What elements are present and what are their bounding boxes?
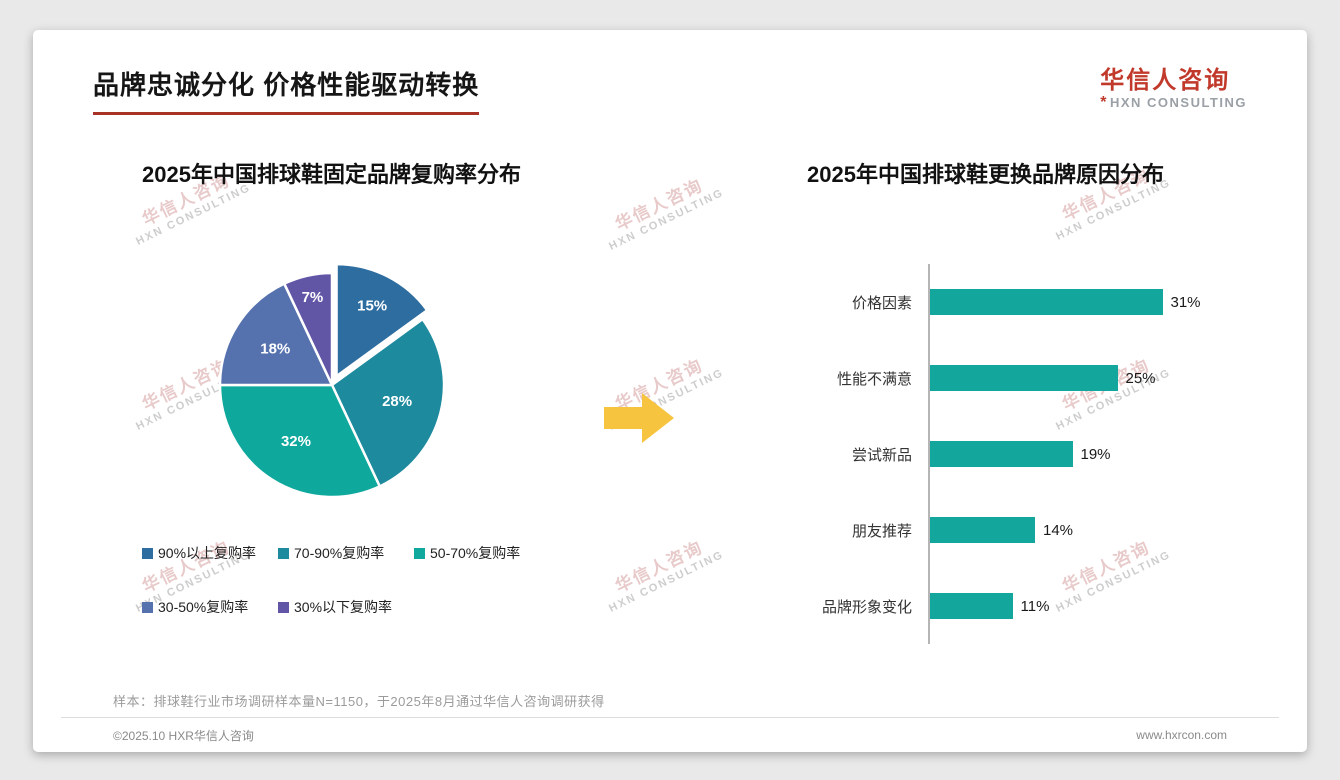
- bar-row: 价格因素 31%: [690, 264, 1281, 340]
- legend-item: 70-90%复购率: [278, 543, 414, 563]
- slide-card: 华信人咨询 HXN CONSULTING 华信人咨询 HXN CONSULTING 华信…: [33, 30, 1307, 752]
- right-arrow-icon: [604, 393, 674, 443]
- bar-category-label: 性能不满意: [836, 370, 912, 388]
- bar-category-label: 朋友推荐: [851, 522, 912, 540]
- bar-category-label: 品牌形象变化: [821, 598, 912, 616]
- bar-chart-title: 2025年中国排球鞋更换品牌原因分布: [807, 162, 1164, 187]
- bar-area: 19%: [928, 416, 1281, 492]
- sample-note: 样本：排球鞋行业市场调研样本量N=1150，于2025年8月通过华信人咨询调研获…: [113, 694, 605, 709]
- bar: [930, 441, 1073, 467]
- pie-legend: 90%以上复购率 70-90%复购率 50-70%复购率 30-50%复购率 30%以下…: [142, 543, 572, 617]
- pie-slice-0: [334, 262, 428, 378]
- pie-chart-section: 2025年中国排球鞋固定品牌复购率分布 15% 28% 32% 18% 7% 90%以上…: [59, 160, 604, 644]
- bar-value-label: 11%: [1020, 597, 1050, 615]
- bar-category-label: 尝试新品: [851, 446, 912, 464]
- bar: [930, 289, 1163, 315]
- bar-value-label: 19%: [1080, 445, 1111, 463]
- bar: [930, 593, 1013, 619]
- legend-swatch-icon: [278, 547, 289, 559]
- bar: [930, 365, 1118, 391]
- bar-area: 25%: [928, 340, 1281, 416]
- legend-swatch-icon: [414, 547, 425, 559]
- page-title: 品牌忠诚分化 价格性能驱动转换: [93, 70, 480, 115]
- pie-slice-4: [282, 271, 333, 387]
- pie-chart: 15% 28% 32% 18% 7%: [218, 262, 445, 499]
- legend-item: 50-70%复购率: [414, 543, 550, 563]
- pie-slice-1: [330, 317, 445, 488]
- bar-row: 性能不满意 25%: [690, 340, 1281, 416]
- legend-label: 30-50%复购率: [158, 599, 249, 615]
- logo-text-cn: 华信人咨询: [1100, 67, 1231, 94]
- bar-area: 14%: [928, 492, 1281, 568]
- pie-slice-value: 7%: [301, 289, 323, 306]
- slide-content: 品牌忠诚分化 价格性能驱动转换 华信人咨询 * HXN CONSULTING 20…: [33, 30, 1307, 752]
- footer: ©2025.10 HXR华信人咨询 www.hxrcon.com: [61, 717, 1279, 752]
- transition-arrow: [604, 160, 690, 644]
- pie-slice-value: 32%: [280, 433, 310, 450]
- logo-text-en: * HXN CONSULTING: [1100, 94, 1247, 112]
- legend-label: 90%以上复购率: [158, 545, 257, 561]
- bar-value-label: 31%: [1170, 293, 1201, 311]
- legend-item: 30-50%复购率: [142, 597, 278, 617]
- bar-row: 尝试新品 19%: [690, 416, 1281, 492]
- bar-chart: 价格因素 31% 性能不满意 25% 尝试新品 19% 朋友推荐 14% 品牌形象变化 11%: [690, 264, 1281, 644]
- bar: [930, 517, 1035, 543]
- copyright-text: ©2025.10 HXR华信人咨询: [113, 728, 254, 743]
- right-arrow-shape: [604, 393, 674, 443]
- pie-slice-value: 28%: [382, 393, 412, 410]
- logo-asterisk-icon: *: [1100, 94, 1108, 111]
- legend-label: 50-70%复购率: [430, 545, 521, 561]
- legend-swatch-icon: [142, 601, 153, 613]
- pie-slice-value: 18%: [260, 340, 290, 357]
- legend-swatch-icon: [278, 601, 289, 613]
- header: 品牌忠诚分化 价格性能驱动转换 华信人咨询 * HXN CONSULTING: [33, 30, 1307, 115]
- pie-chart-title: 2025年中国排球鞋固定品牌复购率分布: [142, 162, 521, 187]
- bar-value-label: 14%: [1043, 521, 1074, 539]
- logo-subtitle: HXN CONSULTING: [1109, 95, 1247, 110]
- bar-chart-section: 2025年中国排球鞋更换品牌原因分布 价格因素 31% 性能不满意 25% 尝试新品 19…: [690, 160, 1281, 644]
- bar-row: 朋友推荐 14%: [690, 492, 1281, 568]
- pie-slice-value: 15%: [357, 298, 387, 315]
- legend-label: 30%以下复购率: [294, 599, 393, 615]
- brand-logo: 华信人咨询 * HXN CONSULTING: [1100, 68, 1247, 112]
- bar-category-label: 价格因素: [851, 294, 912, 312]
- legend-swatch-icon: [142, 547, 153, 559]
- legend-label: 70-90%复购率: [294, 545, 385, 561]
- website-text: www.hxrcon.com: [1136, 728, 1227, 742]
- pie-slice-3: [218, 282, 333, 387]
- bar-row: 品牌形象变化 11%: [690, 568, 1281, 644]
- legend-item: 90%以上复购率: [142, 543, 278, 563]
- bar-value-label: 25%: [1125, 369, 1156, 387]
- legend-item: 30%以下复购率: [278, 597, 414, 617]
- bar-area: 11%: [928, 568, 1281, 644]
- charts-area: 2025年中国排球鞋固定品牌复购率分布 15% 28% 32% 18% 7% 90%以上…: [33, 160, 1307, 644]
- pie-slice-2: [218, 383, 381, 499]
- bar-area: 31%: [928, 264, 1281, 340]
